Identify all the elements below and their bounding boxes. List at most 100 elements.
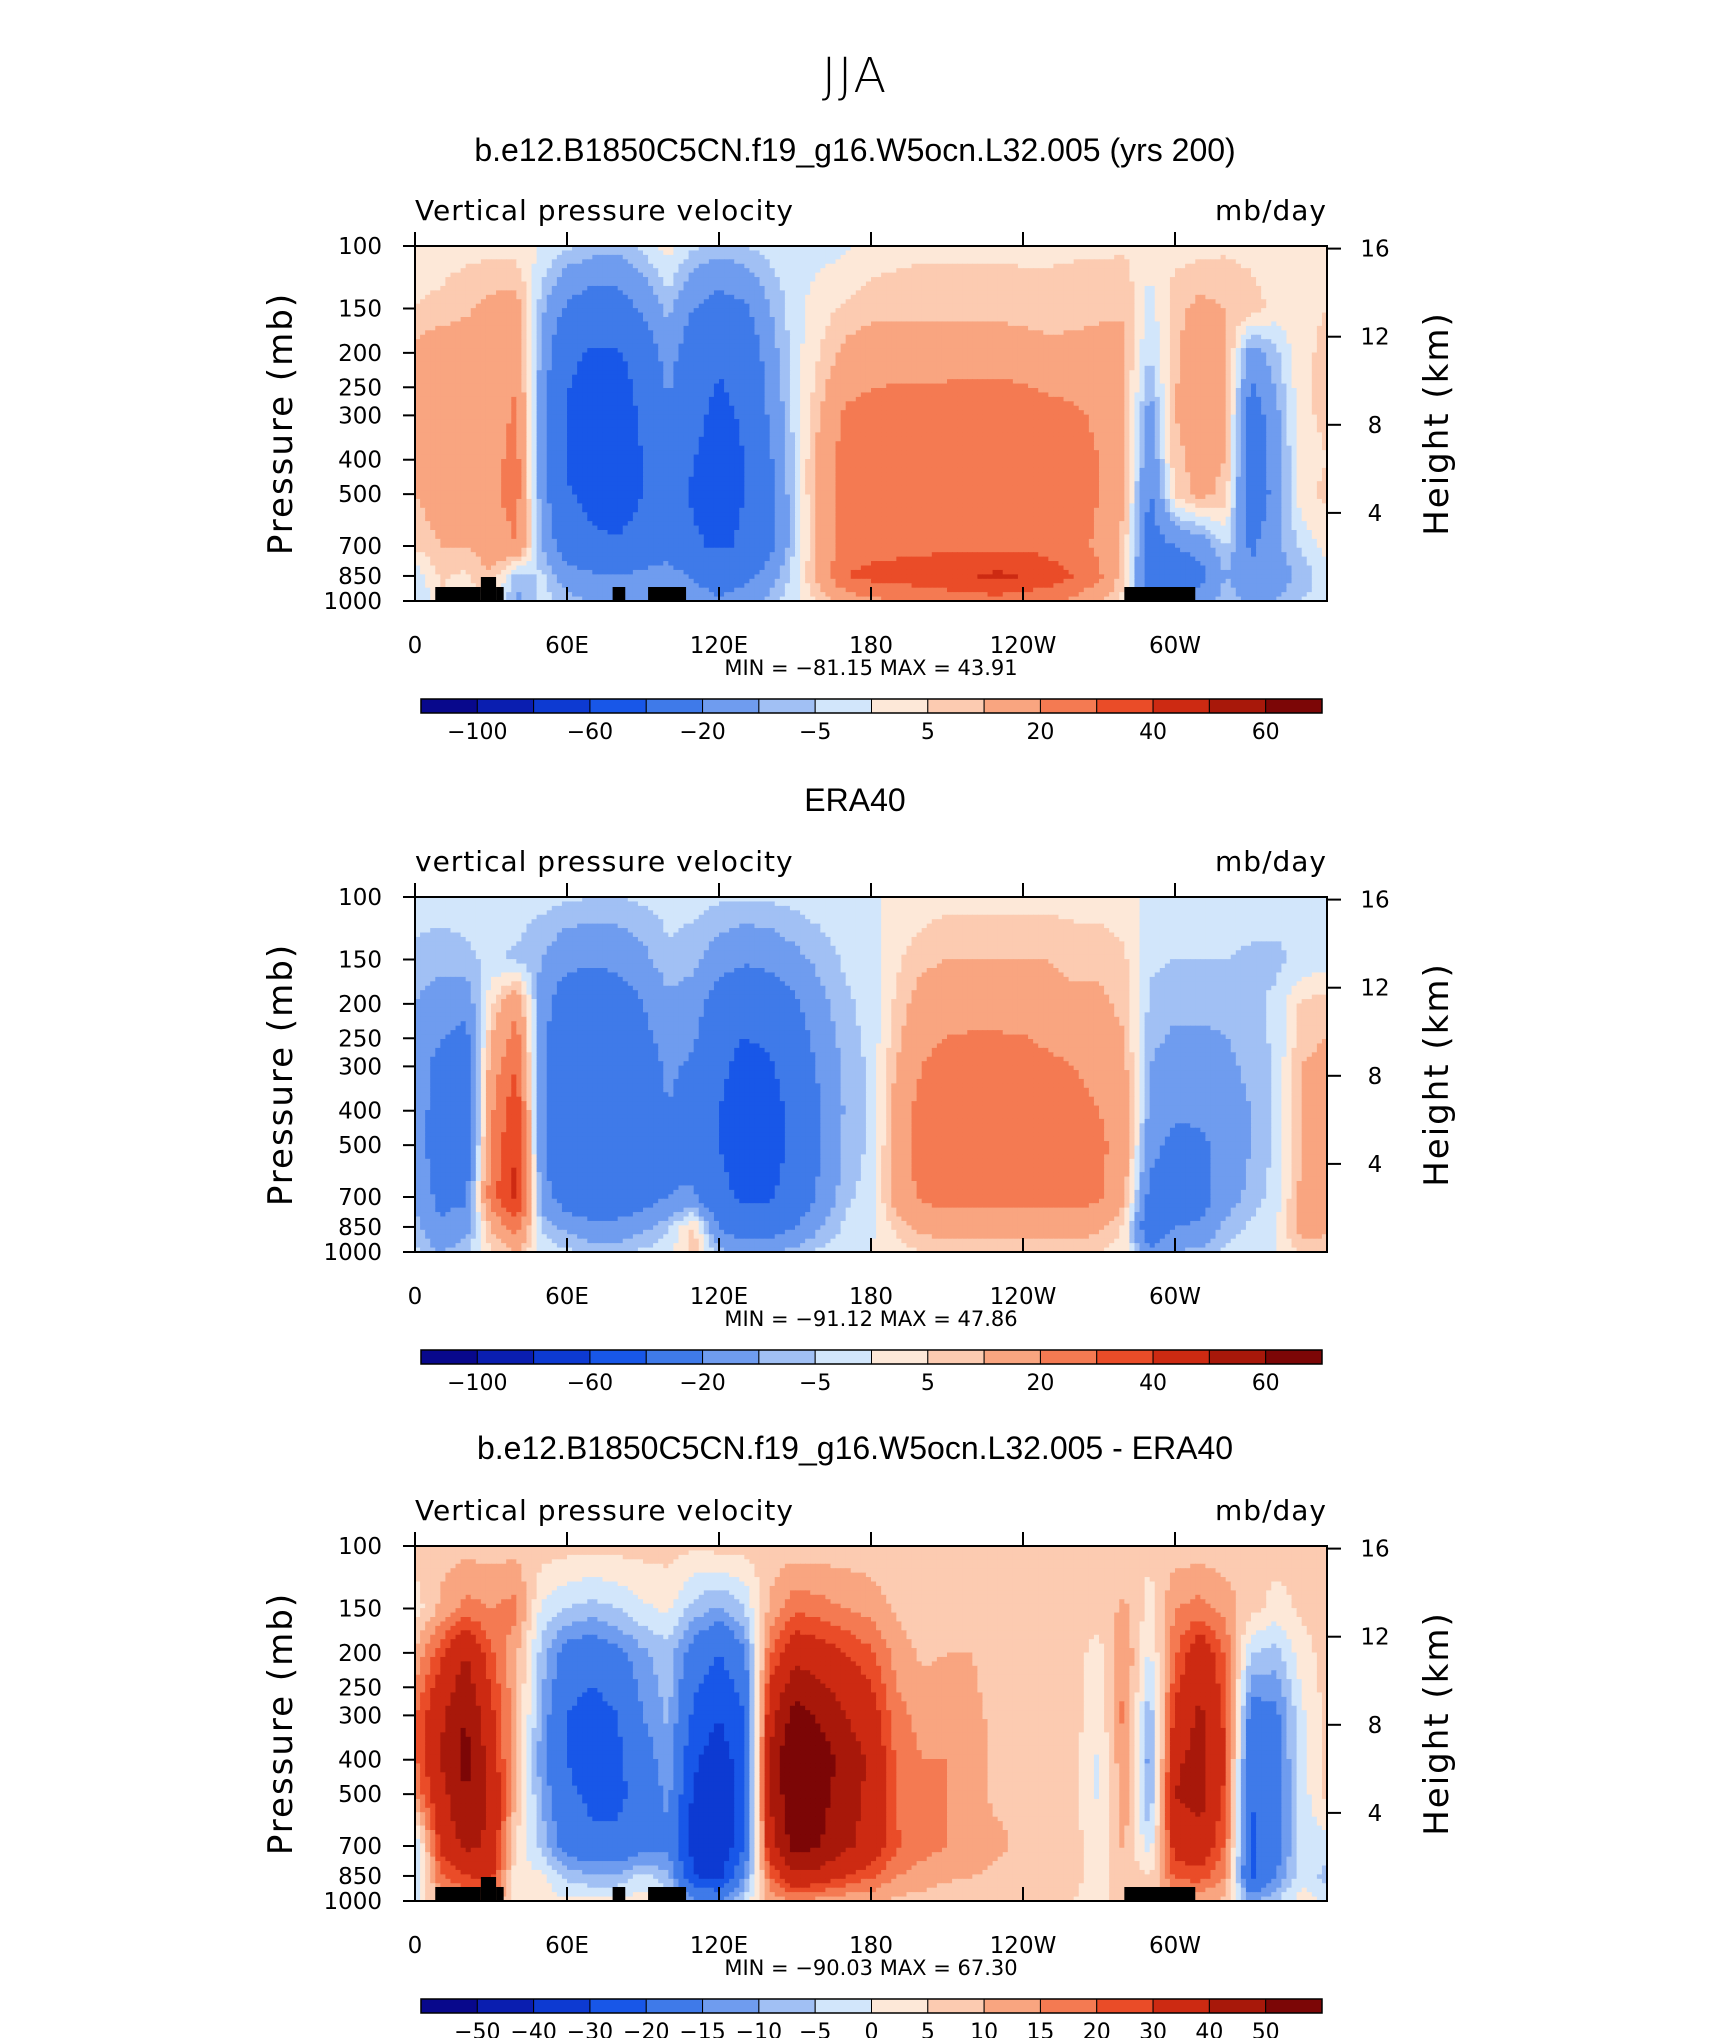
contour-cell — [1043, 308, 1049, 313]
contour-cell — [435, 286, 441, 291]
contour-cell — [947, 273, 953, 278]
contour-cell — [896, 268, 902, 273]
contour-cell — [1180, 250, 1186, 255]
contour-cell — [547, 304, 553, 309]
contour-cell — [1069, 308, 1075, 313]
contour-cell — [1003, 273, 1009, 278]
contour-cell — [770, 277, 776, 282]
contour-cell — [577, 255, 583, 260]
panel-1: 0 60E 120E 180 120W 60W1001502002503004005007… — [261, 194, 1457, 745]
contour-cell — [684, 299, 690, 304]
contour-cell — [1160, 290, 1166, 295]
contour-cell — [1094, 273, 1100, 278]
contour-cell — [466, 273, 472, 278]
contour-cell — [805, 255, 811, 260]
contour-cell — [1266, 295, 1272, 300]
contour-cell — [496, 299, 502, 304]
contour-cell — [542, 264, 548, 269]
contour-cell — [562, 264, 568, 269]
contour-cell — [552, 277, 558, 282]
contour-cell — [1185, 295, 1191, 300]
contour-cell — [1205, 308, 1211, 313]
contour-cell — [942, 273, 948, 278]
contour-cell — [613, 308, 619, 313]
contour-cell — [1160, 255, 1166, 260]
contour-cell — [1114, 295, 1120, 300]
contour-cell — [754, 304, 760, 309]
contour-cell — [719, 264, 725, 269]
contour-cell — [1170, 268, 1176, 273]
contour-cell — [886, 250, 892, 255]
contour-cell — [1160, 282, 1166, 287]
contour-cell — [1266, 268, 1272, 273]
contour-cell — [562, 268, 568, 273]
contour-cell — [765, 299, 771, 304]
contour-cell — [1003, 308, 1009, 313]
contour-cell — [1251, 286, 1257, 291]
contour-cell — [1048, 299, 1054, 304]
contour-cell — [1281, 277, 1287, 282]
contour-cell — [977, 277, 983, 282]
contour-cell — [977, 299, 983, 304]
contour-cell — [861, 286, 867, 291]
contour-cell — [1200, 255, 1206, 260]
contour-cell — [678, 313, 684, 318]
contour-cell — [1094, 290, 1100, 295]
contour-cell — [471, 286, 477, 291]
contour-cell — [557, 264, 563, 269]
contour-cell — [942, 277, 948, 282]
contour-cell — [754, 282, 760, 287]
contour-cell — [516, 295, 522, 300]
contour-cell — [491, 250, 497, 255]
contour-cell — [729, 286, 735, 291]
contour-cell — [1251, 299, 1257, 304]
contour-cell — [1104, 299, 1110, 304]
contour-cell — [825, 282, 831, 287]
contour-cell — [678, 286, 684, 291]
contour-cell — [673, 282, 679, 287]
contour-cell — [1165, 268, 1171, 273]
contour-cell — [785, 313, 791, 318]
contour-cell — [1089, 295, 1095, 300]
contour-cell — [820, 308, 826, 313]
contour-cell — [906, 259, 912, 264]
contour-cell — [425, 313, 431, 318]
contour-cell — [1170, 295, 1176, 300]
contour-cell — [532, 282, 538, 287]
contour-cell — [511, 268, 517, 273]
contour-cell — [1134, 290, 1140, 295]
contour-cell — [532, 273, 538, 278]
contour-cell — [704, 290, 710, 295]
contour-cell — [456, 304, 462, 309]
contour-cell — [1145, 250, 1151, 255]
contour-cell — [972, 273, 978, 278]
contour-cell — [851, 304, 857, 309]
contour-cell — [1170, 255, 1176, 260]
contour-cell — [901, 313, 907, 318]
contour-cell — [729, 295, 735, 300]
contour-cell — [618, 290, 624, 295]
contour-cell — [456, 264, 462, 269]
contour-cell — [1023, 304, 1029, 309]
contour-cell — [1018, 286, 1024, 291]
contour-cell — [1089, 264, 1095, 269]
contour-cell — [491, 290, 497, 295]
contour-cell — [1043, 290, 1049, 295]
contour-cell — [1200, 250, 1206, 255]
contour-cell — [1129, 264, 1135, 269]
contour-cell — [694, 304, 700, 309]
contour-cell — [952, 290, 958, 295]
contour-cell — [461, 282, 467, 287]
contour-cell — [430, 277, 436, 282]
contour-cell — [1124, 304, 1130, 309]
contour-cell — [810, 308, 816, 313]
contour-cell — [572, 313, 578, 318]
contour-cell — [1104, 277, 1110, 282]
contour-cell — [1251, 250, 1257, 255]
contour-cell — [668, 299, 674, 304]
contour-cell — [967, 277, 973, 282]
contour-cell — [886, 313, 892, 318]
contour-cell — [537, 268, 543, 273]
contour-cell — [841, 259, 847, 264]
contour-cell — [1170, 286, 1176, 291]
